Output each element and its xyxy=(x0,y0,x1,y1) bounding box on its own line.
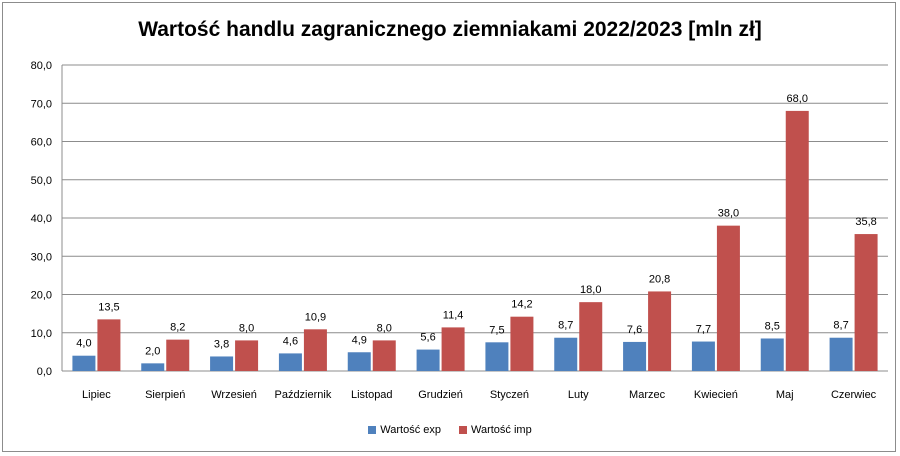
y-tick-label: 30,0 xyxy=(31,251,52,263)
x-tick-label: Czerwiec xyxy=(831,389,877,401)
chart-title: Wartość handlu zagranicznego ziemniakami… xyxy=(138,18,762,41)
chart-legend: Wartość exp Wartość imp xyxy=(0,424,900,436)
bar-imp xyxy=(854,234,878,371)
x-tick-label: Styczeń xyxy=(490,389,529,401)
bar-imp xyxy=(303,329,327,371)
bar-imp xyxy=(510,316,534,371)
data-label: 10,9 xyxy=(305,311,326,323)
bar-exp xyxy=(691,341,715,371)
bar-imp xyxy=(648,291,672,371)
bar-exp xyxy=(760,338,784,371)
data-label: 14,2 xyxy=(511,299,532,311)
bar-imp xyxy=(97,319,121,371)
legend-swatch-imp xyxy=(459,426,467,434)
y-tick-label: 40,0 xyxy=(31,213,52,225)
bar-exp xyxy=(554,337,578,371)
legend-item-exp: Wartość exp xyxy=(368,424,441,436)
bar-imp xyxy=(785,110,809,372)
data-label: 18,0 xyxy=(580,284,601,296)
x-tick-label: Sierpień xyxy=(145,389,185,401)
x-tick-label: Marzec xyxy=(629,389,666,401)
x-tick-label: Luty xyxy=(568,389,589,401)
legend-item-imp: Wartość imp xyxy=(459,424,532,436)
x-tick-label: Maj xyxy=(776,389,794,401)
y-tick-label: 10,0 xyxy=(31,328,52,340)
data-label: 35,8 xyxy=(855,216,876,228)
bar-imp xyxy=(579,302,603,371)
data-label: 68,0 xyxy=(787,93,808,105)
data-label: 7,6 xyxy=(627,324,642,336)
legend-label-imp: Wartość imp xyxy=(471,424,532,436)
data-label: 8,2 xyxy=(170,322,185,334)
bar-exp xyxy=(485,342,509,371)
data-label: 7,7 xyxy=(696,324,711,336)
bar-imp xyxy=(716,225,740,371)
x-tick-label: Październik xyxy=(274,389,331,401)
data-label: 11,4 xyxy=(443,309,464,321)
data-label: 7,5 xyxy=(489,324,504,336)
x-tick-label: Listopad xyxy=(351,389,393,401)
data-label: 8,7 xyxy=(558,320,573,332)
y-tick-label: 0,0 xyxy=(37,366,52,378)
data-label: 8,0 xyxy=(377,322,392,334)
data-label: 8,0 xyxy=(239,322,254,334)
bar-exp xyxy=(72,355,96,371)
x-tick-label: Kwiecień xyxy=(694,389,738,401)
data-label: 20,8 xyxy=(649,273,670,285)
bar-exp xyxy=(829,337,853,371)
y-tick-label: 50,0 xyxy=(31,175,52,187)
data-label: 2,0 xyxy=(145,345,160,357)
data-label: 8,5 xyxy=(765,320,780,332)
bar-exp xyxy=(210,356,234,371)
bar-exp xyxy=(278,353,302,371)
y-tick-label: 80,0 xyxy=(31,60,52,72)
data-label: 8,7 xyxy=(833,320,848,332)
data-label: 4,0 xyxy=(76,338,91,350)
x-tick-label: Wrzesień xyxy=(211,389,257,401)
data-label: 4,6 xyxy=(283,335,298,347)
data-label: 3,8 xyxy=(214,338,229,350)
bar-imp xyxy=(441,327,465,371)
data-label: 38,0 xyxy=(718,208,739,220)
bar-imp xyxy=(166,339,190,371)
legend-label-exp: Wartość exp xyxy=(380,424,441,436)
legend-swatch-exp xyxy=(368,426,377,434)
data-label: 4,9 xyxy=(352,334,367,346)
bar-exp xyxy=(347,352,371,371)
bar-imp xyxy=(235,340,259,371)
bar-imp xyxy=(372,340,396,371)
bar-exp xyxy=(623,341,647,371)
y-tick-label: 60,0 xyxy=(31,137,52,149)
x-tick-label: Lipiec xyxy=(82,389,111,401)
bar-exp xyxy=(416,349,440,371)
x-tick-label: Grudzień xyxy=(418,389,463,401)
bar-exp xyxy=(141,363,165,371)
y-tick-label: 20,0 xyxy=(31,290,52,302)
y-tick-label: 70,0 xyxy=(31,98,52,110)
data-label: 13,5 xyxy=(98,301,119,313)
data-label: 5,6 xyxy=(420,332,435,344)
